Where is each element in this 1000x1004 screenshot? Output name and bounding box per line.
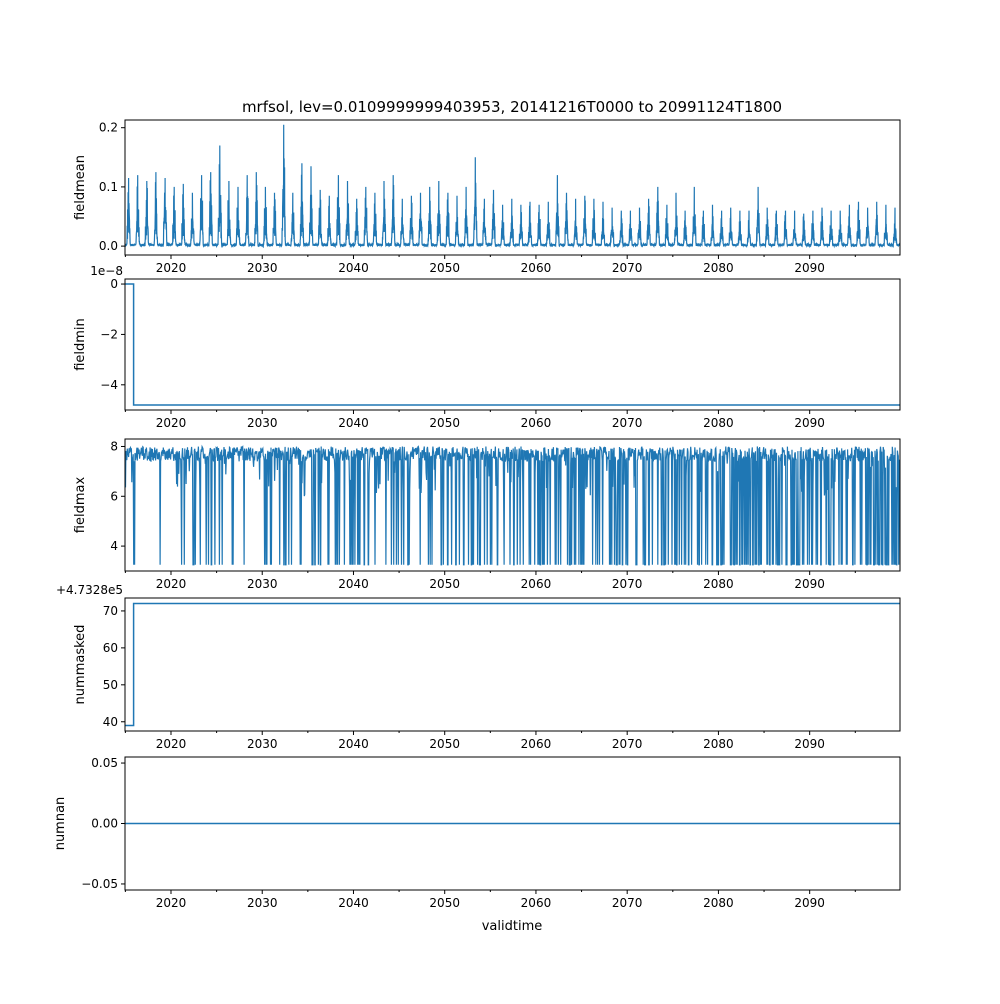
x-tick-label: 2090 <box>794 737 825 751</box>
y-tick-label: 0.05 <box>91 756 118 770</box>
x-tick-label: 2060 <box>521 896 552 910</box>
x-tick-label: 2020 <box>156 577 187 591</box>
chart-title: mrfsol, lev=0.0109999999403953, 20141216… <box>242 98 782 116</box>
panel-fieldmin: 0 −2 −4 2020 2030 2040 2050 2060 2070 2080 2090 fie… <box>73 264 901 430</box>
y-tick-label: 6 <box>110 489 118 503</box>
x-tick-label: 2030 <box>247 896 278 910</box>
x-tick-label: 2080 <box>703 416 734 430</box>
axes-frame <box>124 119 901 256</box>
panel-numnan: 0.05 0.00 −0.05 2020 2030 2040 2050 2060 2070 208… <box>53 756 901 910</box>
x-tick-label: 2030 <box>247 737 278 751</box>
y-tick-label: 60 <box>103 641 118 655</box>
x-tick-label: 2090 <box>794 577 825 591</box>
x-tick-label: 2030 <box>247 261 278 275</box>
x-tick-label: 2090 <box>794 416 825 430</box>
series-line-fieldmean <box>125 124 900 249</box>
axes-frame <box>124 438 901 572</box>
x-tick-label: 2060 <box>521 737 552 751</box>
y-tick-label: 0.2 <box>99 121 118 135</box>
y-tick-label: −0.05 <box>81 877 118 891</box>
x-axis-label: validtime <box>482 919 543 934</box>
y-axis-label: fieldmean <box>73 155 88 220</box>
x-tick-label: 2020 <box>156 416 187 430</box>
y-tick-label: −4 <box>100 378 118 392</box>
x-tick-label: 2050 <box>429 737 460 751</box>
x-tick-label: 2070 <box>612 577 643 591</box>
y-tick-label: 40 <box>103 715 118 729</box>
x-tick-label: 2040 <box>338 416 369 430</box>
x-tick-label: 2050 <box>429 416 460 430</box>
x-tick-label: 2080 <box>703 896 734 910</box>
axes-frame <box>124 278 901 411</box>
x-tick-label: 2070 <box>612 896 643 910</box>
x-tick-label: 2060 <box>521 577 552 591</box>
y-tick-label: 0 <box>110 277 118 291</box>
x-tick-label: 2070 <box>612 416 643 430</box>
y-tick-label: 0.00 <box>91 817 118 831</box>
x-tick-label: 2030 <box>247 577 278 591</box>
panel-fieldmax: 4 6 8 2020 2030 2040 2050 2060 2070 2080 2090 field… <box>73 438 901 591</box>
x-tick-label: 2050 <box>429 577 460 591</box>
x-tick-label: 2060 <box>521 416 552 430</box>
y-tick-label: 50 <box>103 678 118 692</box>
y-tick-label: 4 <box>110 539 118 553</box>
x-tick-label: 2030 <box>247 416 278 430</box>
panel-fieldmean: 0.0 0.1 0.2 2020 2030 2040 2050 2060 2070 2080 209… <box>73 119 901 275</box>
x-tick-label: 2040 <box>338 737 369 751</box>
x-tick-label: 2050 <box>429 261 460 275</box>
y-axis-label: fieldmin <box>73 318 88 371</box>
y-tick-label: 0.0 <box>99 239 118 253</box>
y-axis-label: fieldmax <box>73 477 88 534</box>
offset-text: 1e−8 <box>90 264 123 278</box>
x-tick-label: 2020 <box>156 737 187 751</box>
x-tick-label: 2060 <box>521 261 552 275</box>
x-tick-label: 2040 <box>338 896 369 910</box>
axes-frame <box>124 597 901 732</box>
x-tick-label: 2040 <box>338 261 369 275</box>
y-axis-label: nummasked <box>73 625 88 705</box>
y-tick-label: 70 <box>103 604 118 618</box>
y-tick-label: −2 <box>100 327 118 341</box>
x-tick-label: 2020 <box>156 261 187 275</box>
x-tick-label: 2080 <box>703 261 734 275</box>
offset-text: +4.7328e5 <box>56 583 123 597</box>
series-line-fieldmax <box>125 444 900 566</box>
x-tick-label: 2070 <box>612 261 643 275</box>
x-tick-label: 2080 <box>703 737 734 751</box>
x-tick-label: 2090 <box>794 261 825 275</box>
x-tick-label: 2020 <box>156 896 187 910</box>
x-tick-label: 2070 <box>612 737 643 751</box>
series-line-nummasked <box>125 602 900 727</box>
y-tick-label: 8 <box>110 439 118 453</box>
x-tick-label: 2040 <box>338 577 369 591</box>
x-tick-label: 2080 <box>703 577 734 591</box>
x-tick-label: 2050 <box>429 896 460 910</box>
y-axis-label: numnan <box>53 797 68 851</box>
x-tick-label: 2090 <box>794 896 825 910</box>
y-tick-label: 0.1 <box>99 180 118 194</box>
series-line-fieldmin <box>125 283 900 406</box>
panel-nummasked: 40 50 60 70 2020 2030 2040 2050 2060 2070 2080 2090… <box>56 583 901 751</box>
